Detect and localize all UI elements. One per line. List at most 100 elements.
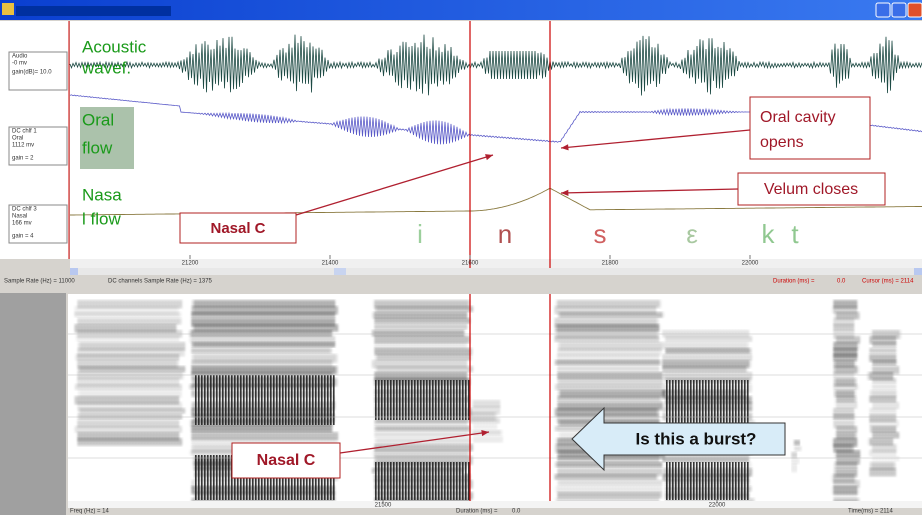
formant xyxy=(665,462,750,500)
trace-label: Nasa xyxy=(82,185,122,204)
callout-text: Nasal C xyxy=(210,220,265,237)
spectral-band xyxy=(559,312,664,318)
status-text: Freq (Hz) = 14 xyxy=(70,509,110,515)
status-text: 0.0 xyxy=(837,279,846,285)
status-text: Cursor (ms) = 2114 xyxy=(862,279,914,285)
status-text: Time(ms) = 2114 xyxy=(848,509,894,515)
spectral-band xyxy=(794,446,802,451)
spectral-band xyxy=(792,464,797,472)
spectral-band xyxy=(555,336,658,342)
channel-label: DC chlf 1 xyxy=(12,129,37,135)
callout-text: Oral cavity xyxy=(760,109,836,126)
status-text: Sample Rate (Hz) = 11000 xyxy=(4,279,75,285)
spectral-band xyxy=(190,330,332,337)
spectral-band xyxy=(662,456,748,462)
title-field xyxy=(16,6,171,16)
trace-label: Acoustic xyxy=(82,37,147,56)
spectral-band xyxy=(792,458,799,464)
spectral-band xyxy=(375,426,469,431)
spectral-band xyxy=(191,360,332,367)
spectral-band xyxy=(191,312,335,318)
spectral-band xyxy=(870,348,897,353)
spectral-band xyxy=(871,384,896,389)
spectral-band xyxy=(373,312,468,319)
scroll-thumb[interactable] xyxy=(334,268,346,275)
trace-label: l flow xyxy=(82,209,121,228)
trace-label: flow xyxy=(82,138,113,157)
phoneme-label: n xyxy=(498,219,512,249)
spectral-band xyxy=(192,438,337,443)
spectral-band xyxy=(472,436,502,443)
spectral-band xyxy=(374,318,470,323)
spectral-band xyxy=(793,440,799,445)
spectral-band xyxy=(75,426,181,433)
spectral-band xyxy=(835,390,856,397)
channel-label: gain(dB)= 10.0 xyxy=(12,70,52,76)
spectral-band xyxy=(78,318,181,325)
phoneme-label: ε xyxy=(686,219,698,249)
spectral-band xyxy=(869,468,896,476)
trace-label: Oral xyxy=(82,110,114,129)
spectral-band xyxy=(471,418,500,424)
spectral-band xyxy=(191,348,331,353)
minimize-button[interactable] xyxy=(876,3,890,17)
spectral-band xyxy=(376,366,473,372)
maximize-button[interactable] xyxy=(892,3,906,17)
phoneme-label: s xyxy=(594,219,607,249)
spectral-band xyxy=(834,492,857,497)
spectral-band xyxy=(869,396,896,403)
spectral-band xyxy=(836,426,858,432)
screen: Nasal COral cavityopensVelum closesNasal… xyxy=(0,0,922,515)
spectral-band xyxy=(373,330,466,337)
spectral-band xyxy=(75,384,181,390)
time-tick-label: 21500 xyxy=(375,503,392,509)
spectral-band xyxy=(833,354,857,361)
status-text: Duration (ms) = xyxy=(456,509,498,515)
spectral-band xyxy=(833,414,856,419)
formant xyxy=(375,462,470,500)
channel-label: -0 mv xyxy=(12,61,27,67)
channel-label: Nasal xyxy=(12,214,27,220)
spectral-band xyxy=(871,426,896,433)
close-button[interactable] xyxy=(908,3,922,17)
spectral-band xyxy=(558,480,662,486)
scroll-left[interactable] xyxy=(70,268,78,275)
callout-text: Velum closes xyxy=(764,181,858,198)
spectral-band xyxy=(557,372,662,379)
spectral-band xyxy=(75,312,181,317)
spectral-band xyxy=(376,306,473,312)
formant xyxy=(375,380,470,420)
spectral-band xyxy=(374,324,467,329)
spectral-band xyxy=(662,366,747,372)
channel-label: 166 mv xyxy=(12,221,32,227)
spectral-band xyxy=(556,360,661,365)
callout-text: Is this a burst? xyxy=(636,429,757,448)
callout-text: opens xyxy=(760,134,804,151)
phoneme-label: i xyxy=(417,219,423,249)
spectral-band xyxy=(556,354,658,361)
spectral-band xyxy=(79,408,186,414)
spectral-band xyxy=(835,402,857,409)
spectral-band xyxy=(78,414,181,419)
scroll-right[interactable] xyxy=(914,268,922,275)
spectral-band xyxy=(872,432,900,439)
status-text: DC channels Sample Rate (Hz) = 1375 xyxy=(108,279,213,285)
phoneme-label: t xyxy=(791,219,799,249)
scrollbar[interactable] xyxy=(70,268,922,275)
spectral-band xyxy=(868,450,896,456)
time-tick-label: 22000 xyxy=(709,503,726,509)
spectral-band xyxy=(558,492,661,498)
callout-text: Nasal C xyxy=(257,452,316,469)
spectral-band xyxy=(663,354,752,361)
spectral-band xyxy=(558,378,663,384)
status-text: 0.0 xyxy=(512,509,521,515)
spectral-band xyxy=(375,420,468,425)
spectral-band xyxy=(834,324,854,330)
spectral-band xyxy=(78,438,183,446)
spectral-band xyxy=(558,366,660,371)
spectral-band xyxy=(833,408,854,415)
phoneme-label: k xyxy=(762,219,776,249)
spectral-band xyxy=(665,348,751,354)
time-tick-label: 21200 xyxy=(182,261,199,267)
spectral-band xyxy=(556,384,662,390)
